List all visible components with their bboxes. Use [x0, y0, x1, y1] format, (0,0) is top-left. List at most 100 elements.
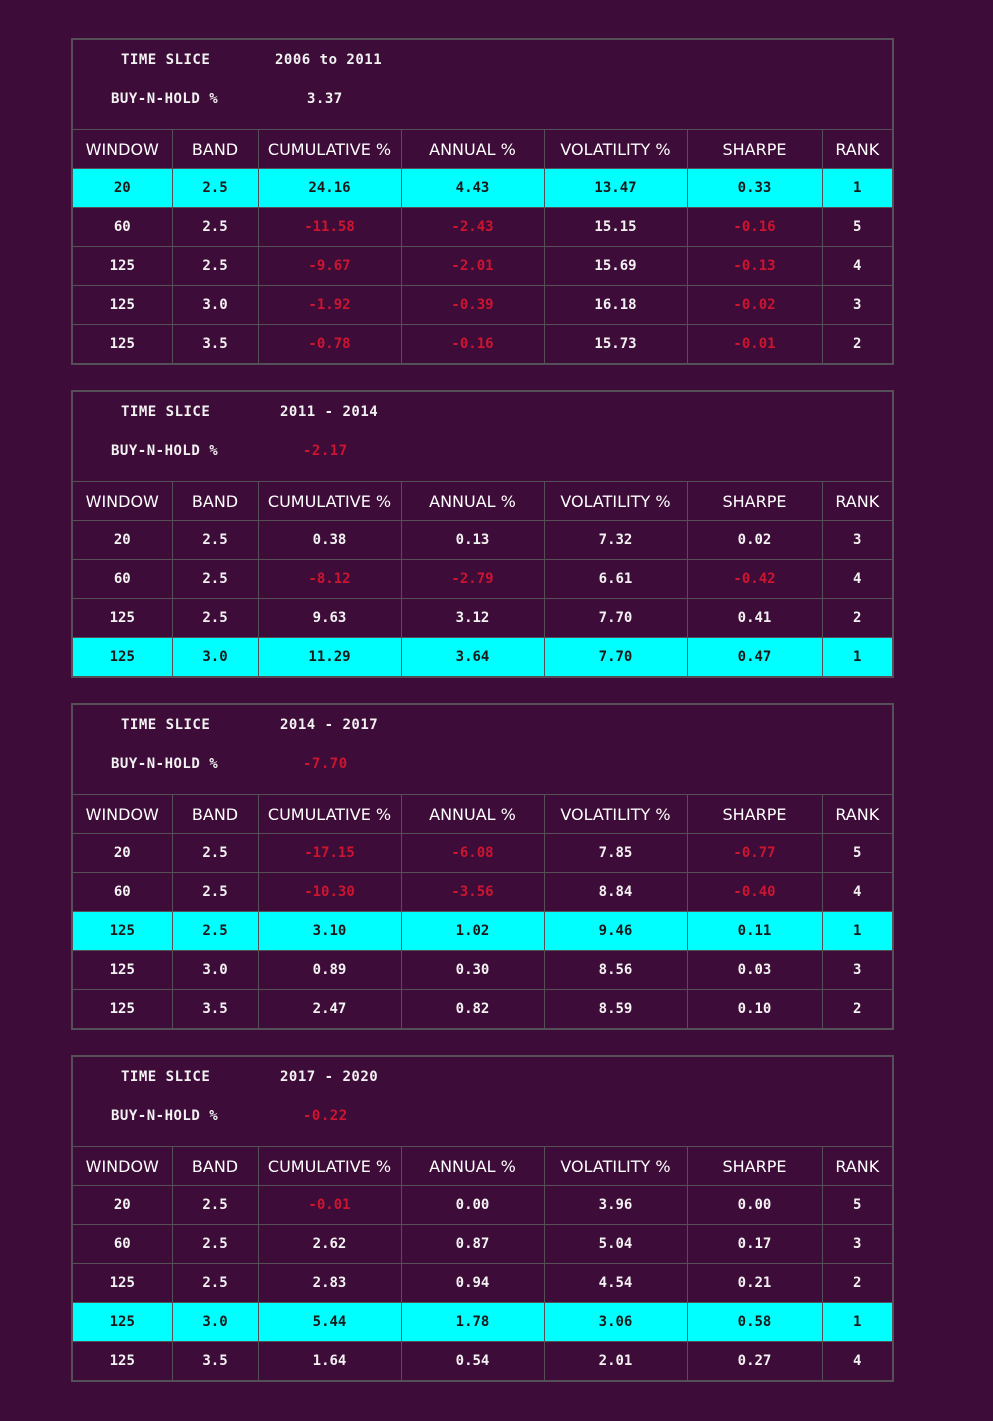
table-row-best: 125 3.0 5.44 1.78 3.06 0.58 1 [73, 1302, 892, 1342]
col-header-volatility: VOLATILITY % [543, 130, 688, 169]
col-header-cumulative: CUMULATIVE % [257, 795, 402, 834]
cell-sharpe: -0.77 [686, 833, 823, 873]
cell-window: 20 [73, 520, 173, 560]
col-header-rank: RANK [821, 795, 892, 834]
results-table: WINDOW BAND CUMULATIVE % ANNUAL % VOLATI… [73, 795, 892, 1028]
table-row: 60 2.5 -8.12 -2.79 6.61 -0.42 4 [73, 559, 892, 599]
header-row: WINDOW BAND CUMULATIVE % ANNUAL % VOLATI… [73, 1147, 892, 1186]
cell-sharpe: 0.41 [686, 598, 823, 638]
col-header-band: BAND [171, 130, 259, 169]
col-header-band: BAND [171, 795, 259, 834]
cell-window: 60 [73, 559, 173, 599]
cell-rank: 4 [821, 872, 892, 912]
table-row: 125 2.5 -9.67 -2.01 15.69 -0.13 4 [73, 246, 892, 286]
table-row: 60 2.5 -11.58 -2.43 15.15 -0.16 5 [73, 207, 892, 247]
cell-window: 125 [73, 285, 173, 325]
buy-n-hold-label: BUY-N-HOLD % [111, 91, 219, 107]
cell-rank: 4 [821, 246, 892, 286]
cell-window: 125 [73, 1263, 173, 1303]
cell-annual: 0.54 [400, 1341, 545, 1380]
cell-sharpe: 0.47 [686, 637, 823, 676]
col-header-band: BAND [171, 482, 259, 521]
cell-cumulative: 0.38 [257, 520, 402, 560]
cell-volatility: 8.84 [543, 872, 688, 912]
cell-window: 20 [73, 833, 173, 873]
cell-band: 3.0 [171, 285, 259, 325]
cell-annual: 0.30 [400, 950, 545, 990]
cell-rank: 1 [821, 168, 892, 208]
table-row-best: 20 2.5 24.16 4.43 13.47 0.33 1 [73, 168, 892, 208]
cell-rank: 5 [821, 207, 892, 247]
cell-rank: 3 [821, 520, 892, 560]
cell-cumulative: 2.47 [257, 989, 402, 1028]
table-row: 125 3.0 0.89 0.30 8.56 0.03 3 [73, 950, 892, 990]
cell-cumulative: -9.67 [257, 246, 402, 286]
buy-n-hold-value: -7.70 [303, 756, 348, 772]
table-row: 125 2.5 2.83 0.94 4.54 0.21 2 [73, 1263, 892, 1303]
table-body: 20 2.5 0.38 0.13 7.32 0.02 3 60 2.5 -8.12 -2.79 6.6… [73, 520, 892, 676]
table-row: 60 2.5 -10.30 -3.56 8.84 -0.40 4 [73, 872, 892, 912]
cell-window: 20 [73, 1185, 173, 1225]
cell-sharpe: 0.21 [686, 1263, 823, 1303]
col-header-rank: RANK [821, 482, 892, 521]
cell-sharpe: 0.17 [686, 1224, 823, 1264]
col-header-window: WINDOW [73, 130, 173, 169]
cell-sharpe: 0.10 [686, 989, 823, 1028]
col-header-volatility: VOLATILITY % [543, 482, 688, 521]
cell-rank: 3 [821, 285, 892, 325]
time-slice-label: TIME SLICE [121, 1069, 211, 1085]
cell-cumulative: 0.89 [257, 950, 402, 990]
table-row-best: 125 2.5 3.10 1.02 9.46 0.11 1 [73, 911, 892, 951]
cell-sharpe: -0.13 [686, 246, 823, 286]
cell-window: 125 [73, 637, 173, 676]
cell-band: 2.5 [171, 1185, 259, 1225]
col-header-annual: ANNUAL % [400, 482, 545, 521]
cell-band: 2.5 [171, 168, 259, 208]
cell-volatility: 4.54 [543, 1263, 688, 1303]
results-panel-2006-2011: TIME SLICE 2006 to 2011 BUY-N-HOLD % 3.3… [71, 38, 894, 365]
cell-volatility: 3.96 [543, 1185, 688, 1225]
cell-rank: 1 [821, 637, 892, 676]
table-body: 20 2.5 -17.15 -6.08 7.85 -0.77 5 60 2.5 -10.30 -3.… [73, 833, 892, 1028]
cell-band: 3.5 [171, 324, 259, 363]
header-row: WINDOW BAND CUMULATIVE % ANNUAL % VOLATI… [73, 130, 892, 169]
cell-annual: 4.43 [400, 168, 545, 208]
cell-rank: 1 [821, 911, 892, 951]
table-body: 20 2.5 24.16 4.43 13.47 0.33 1 60 2.5 -11.58 -2.43… [73, 168, 892, 363]
cell-cumulative: 5.44 [257, 1302, 402, 1342]
results-panel-2011-2014: TIME SLICE 2011 - 2014 BUY-N-HOLD % -2.1… [71, 390, 894, 678]
cell-annual: -3.56 [400, 872, 545, 912]
cell-volatility: 3.06 [543, 1302, 688, 1342]
cell-window: 125 [73, 324, 173, 363]
buy-n-hold-label: BUY-N-HOLD % [111, 443, 219, 459]
time-slice-label: TIME SLICE [121, 52, 211, 68]
cell-cumulative: 11.29 [257, 637, 402, 676]
col-header-annual: ANNUAL % [400, 130, 545, 169]
cell-cumulative: 3.10 [257, 911, 402, 951]
table-body: 20 2.5 -0.01 0.00 3.96 0.00 5 60 2.5 2.62 0.87 5.04… [73, 1185, 892, 1380]
cell-volatility: 13.47 [543, 168, 688, 208]
cell-volatility: 2.01 [543, 1341, 688, 1380]
cell-rank: 2 [821, 989, 892, 1028]
cell-annual: 0.94 [400, 1263, 545, 1303]
col-header-sharpe: SHARPE [686, 795, 823, 834]
cell-window: 125 [73, 989, 173, 1028]
cell-cumulative: -0.78 [257, 324, 402, 363]
cell-band: 2.5 [171, 1263, 259, 1303]
cell-sharpe: 0.11 [686, 911, 823, 951]
cell-cumulative: 2.83 [257, 1263, 402, 1303]
cell-sharpe: -0.01 [686, 324, 823, 363]
header-row: WINDOW BAND CUMULATIVE % ANNUAL % VOLATI… [73, 795, 892, 834]
time-slice-value: 2014 - 2017 [280, 717, 379, 733]
cell-band: 2.5 [171, 833, 259, 873]
cell-annual: 0.82 [400, 989, 545, 1028]
cell-cumulative: 2.62 [257, 1224, 402, 1264]
cell-volatility: 16.18 [543, 285, 688, 325]
cell-volatility: 7.70 [543, 637, 688, 676]
cell-band: 3.0 [171, 950, 259, 990]
cell-rank: 4 [821, 559, 892, 599]
table-row: 125 3.5 2.47 0.82 8.59 0.10 2 [73, 989, 892, 1028]
cell-volatility: 15.15 [543, 207, 688, 247]
cell-annual: -0.39 [400, 285, 545, 325]
col-header-rank: RANK [821, 1147, 892, 1186]
